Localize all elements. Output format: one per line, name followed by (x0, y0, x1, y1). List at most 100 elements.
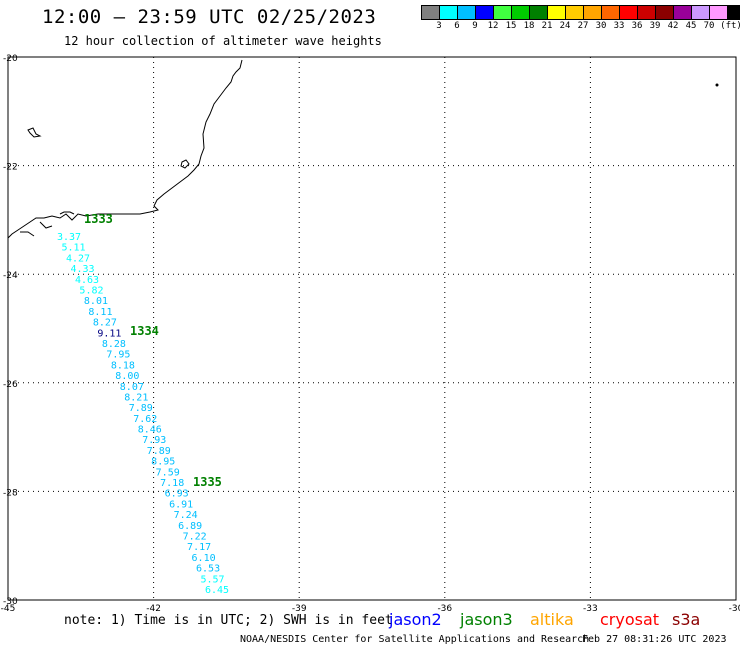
color-legend-label: 33 (613, 21, 625, 31)
color-swatch (602, 6, 620, 19)
color-legend-label: 45 (685, 21, 697, 31)
y-tick-label: -28 (3, 488, 18, 498)
footer-note: note: 1) Time is in UTC; 2) SWH is in fe… (64, 613, 393, 628)
color-swatch (458, 6, 476, 19)
map-grid (8, 57, 736, 600)
swh-value: 7.59 (156, 467, 180, 478)
y-tick-label: -26 (3, 380, 18, 390)
coastline (7, 59, 243, 239)
color-swatch (440, 6, 458, 19)
swh-value: 4.63 (75, 275, 99, 286)
swh-value: 7.89 (147, 446, 171, 457)
satellite-legend-item: s3a (672, 610, 701, 629)
color-legend-label: 21 (541, 21, 553, 31)
swh-value: 8.27 (93, 318, 117, 329)
page-title: 12:00 – 23:59 UTC 02/25/2023 (42, 6, 377, 28)
color-legend-label: (ft) (720, 21, 740, 31)
color-legend-label: 12 (487, 21, 499, 31)
swh-value: 7.18 (160, 478, 184, 489)
footer-credit: NOAA/NESDIS Center for Satellite Applica… (240, 634, 590, 645)
footer-timestamp: Feb 27 08:31:26 UTC 2023 (582, 634, 727, 645)
color-legend-label: 70 (703, 21, 715, 31)
y-tick-label: -22 (3, 163, 18, 173)
x-tick-label: -42 (146, 604, 161, 614)
color-swatch (710, 6, 728, 19)
map-border (7, 56, 737, 601)
x-tick-label: -33 (583, 604, 598, 614)
color-legend-label: 24 (559, 21, 571, 31)
swh-value: 8.01 (84, 296, 108, 307)
satellite-legend-item: jason2 (389, 610, 442, 629)
coastline-bay (20, 211, 75, 237)
color-swatch (512, 6, 530, 19)
swh-value: 5.11 (61, 243, 85, 254)
color-legend-label: 18 (523, 21, 535, 31)
swh-value: 8.46 (138, 425, 162, 436)
color-swatch (674, 6, 692, 19)
swh-value: 8.28 (102, 339, 126, 350)
pass-label: 1334 (130, 324, 159, 338)
swh-value: 7.62 (133, 414, 157, 425)
color-swatch (566, 6, 584, 19)
swh-value: 4.27 (66, 253, 90, 264)
page-subtitle: 12 hour collection of altimeter wave hei… (64, 34, 382, 48)
pass-label: 1333 (84, 212, 113, 226)
island-outline (27, 127, 42, 138)
color-swatch (620, 6, 638, 19)
swh-value: 5.57 (201, 574, 225, 585)
color-swatch (638, 6, 656, 19)
island-dot (715, 83, 719, 87)
x-tick-label: -36 (437, 604, 452, 614)
y-tick-label: -24 (3, 271, 18, 281)
color-legend-label: 9 (472, 21, 478, 31)
color-swatch (548, 6, 566, 19)
swh-value: 8.11 (88, 307, 112, 318)
swh-value: 7.24 (174, 510, 198, 521)
pass-label: 1335 (193, 475, 222, 489)
color-swatch (584, 6, 602, 19)
swh-value: 7.22 (183, 532, 207, 543)
swh-value: 8.07 (120, 382, 144, 393)
pass-labels: 1333 1334 1335 (84, 212, 222, 489)
map-frame (7, 56, 737, 601)
color-legend (421, 5, 740, 20)
color-swatch (728, 6, 740, 19)
tick-labels: -45 -42 -39 -36 -33 -30 -20 -22 -24 -26 -28 -30 (1, 54, 740, 614)
x-tick-label: -39 (292, 604, 307, 614)
x-tick-label: -45 (1, 604, 16, 614)
color-swatch (476, 6, 494, 19)
x-tick-label: -30 (729, 604, 740, 614)
swh-value: 8.21 (124, 392, 148, 403)
color-swatch (494, 6, 512, 19)
swh-value: 6.45 (205, 585, 229, 596)
color-legend-label: 36 (631, 21, 643, 31)
color-legend-label: 27 (577, 21, 589, 31)
swh-value: 8.95 (151, 457, 175, 468)
swh-value: 7.89 (129, 403, 153, 414)
swh-value: 4.33 (70, 264, 94, 275)
swh-value: 8.18 (111, 360, 135, 371)
color-legend-label: 30 (595, 21, 607, 31)
swh-value: 7.93 (142, 435, 166, 446)
y-tick-label: -30 (3, 597, 18, 607)
color-legend-label: 3 (436, 21, 442, 31)
color-legend-label: 6 (454, 21, 460, 31)
color-swatch (692, 6, 710, 19)
swh-value: 6.93 (165, 489, 189, 500)
y-tick-label: -20 (3, 54, 18, 64)
satellite-legend-item: altika (530, 610, 574, 629)
color-legend-label: 39 (649, 21, 661, 31)
color-legend-label: 42 (667, 21, 679, 31)
color-legend-labels: 3 6 9 12 15 18 21 24 27 30 33 36 39 42 45 70 (ft) (421, 21, 740, 33)
swh-value: 6.91 (169, 499, 193, 510)
swh-value: 3.37 (57, 232, 81, 243)
swh-labels: 3.375.114.274.334.635.828.018.118.279.11… (57, 232, 229, 596)
swh-value: 6.53 (196, 564, 220, 575)
satellite-legend-item: cryosat (600, 610, 660, 629)
color-swatch (422, 6, 440, 19)
color-swatch (530, 6, 548, 19)
satellite-legend-item: jason3 (460, 610, 513, 629)
swh-value: 9.11 (97, 328, 121, 339)
color-legend-label: 15 (505, 21, 517, 31)
